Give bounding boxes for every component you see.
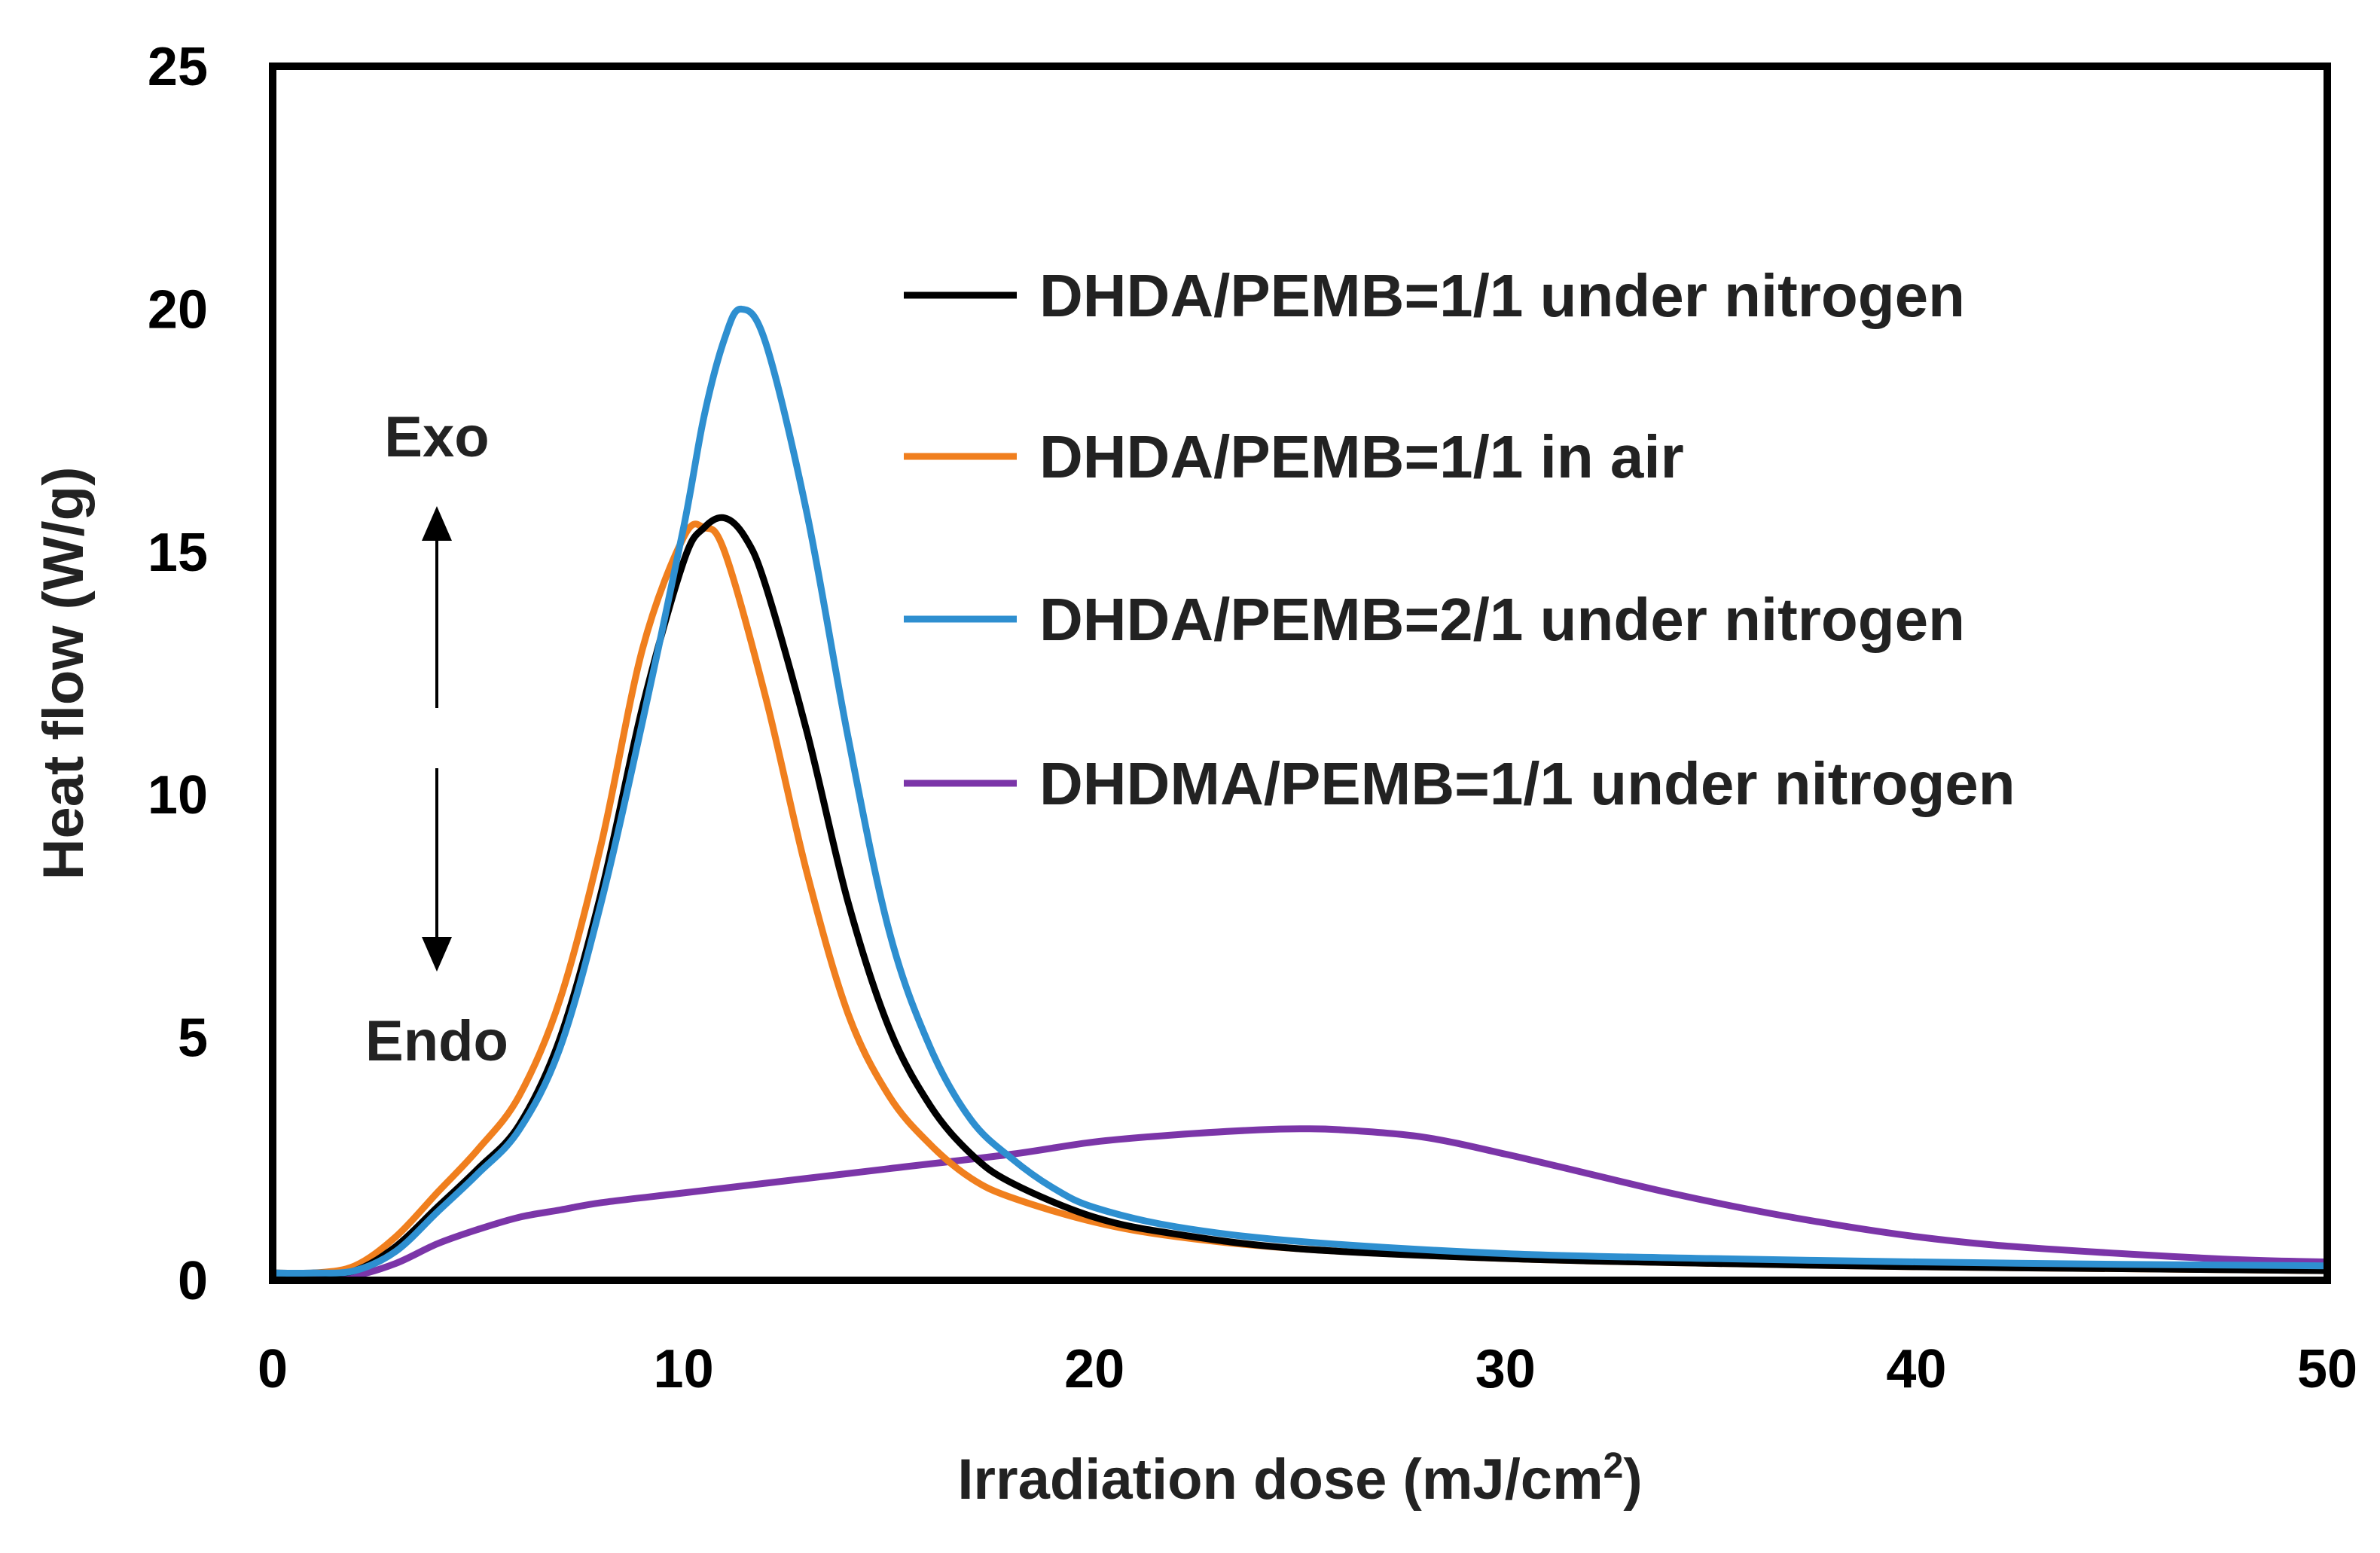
series-line-3 [269,305,2331,1277]
legend-label-2: DHDA/PEMB=1/1 in air [1039,423,1684,490]
legend-label-3: DHDA/PEMB=2/1 under nitrogen [1039,586,1965,653]
exo-endo-arrows [422,506,452,972]
x-axis-title: Irradiation dose (mJ/cm2) [957,1446,1642,1512]
endo-label: Endo [365,1009,508,1073]
x-tick-label: 30 [1475,1339,1536,1399]
y-tick-label: 25 [148,37,208,97]
x-tick-labels: 0 10 20 30 40 50 [258,1339,2357,1399]
series-line-4 [269,1125,2331,1282]
exo-label: Exo [384,405,489,469]
legend-label-1: DHDA/PEMB=1/1 under nitrogen [1039,262,1965,329]
legend: DHDA/PEMB=1/1 under nitrogen DHDA/PEMB=1/… [904,262,2015,817]
y-tick-label: 10 [148,765,208,825]
legend-label-4: DHDMA/PEMB=1/1 under nitrogen [1039,750,2015,817]
endo-arrowhead [422,937,452,972]
y-tick-label: 5 [178,1008,208,1069]
plot-frame [269,63,2331,1284]
x-tick-label: 50 [2297,1339,2357,1399]
y-axis-title: Heat flow (W/g) [32,467,96,880]
y-tick-label: 15 [148,523,208,583]
x-tick-label: 10 [654,1339,714,1399]
exo-arrowhead [422,506,452,541]
y-tick-label: 20 [148,279,208,340]
y-tick-label: 0 [178,1251,208,1311]
x-tick-label: 40 [1886,1339,1946,1399]
series-layer [269,305,2331,1282]
x-tick-label: 0 [258,1339,288,1399]
x-tick-label: 20 [1064,1339,1124,1399]
y-tick-labels: 0 5 10 15 20 25 [148,37,208,1311]
